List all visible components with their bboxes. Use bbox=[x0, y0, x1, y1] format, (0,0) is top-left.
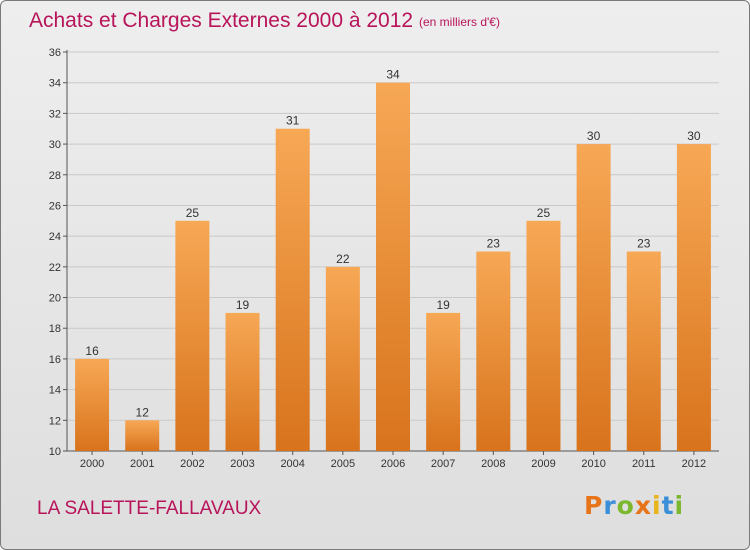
y-tick-label: 14 bbox=[49, 385, 61, 397]
y-tick-label: 32 bbox=[49, 108, 61, 120]
data-label-2010: 30 bbox=[587, 129, 601, 143]
data-label-2005: 22 bbox=[336, 252, 350, 266]
x-tick-label-2004: 2004 bbox=[280, 458, 304, 470]
bar-2006 bbox=[376, 82, 410, 451]
logo-letter: i bbox=[652, 491, 662, 520]
bars bbox=[75, 82, 711, 452]
y-tick-label: 12 bbox=[49, 415, 61, 427]
bar-2001 bbox=[125, 420, 160, 451]
logo-letter: P bbox=[584, 491, 604, 520]
bar-2000 bbox=[75, 358, 110, 451]
x-tick-label-2008: 2008 bbox=[481, 458, 505, 470]
y-tick-label: 30 bbox=[49, 139, 61, 151]
proxiti-logo[interactable]: Proxiti bbox=[584, 491, 684, 520]
x-tick-label-2005: 2005 bbox=[331, 458, 355, 470]
data-label-2004: 31 bbox=[286, 114, 300, 128]
x-tick-label-2003: 2003 bbox=[230, 458, 254, 470]
bar-2012 bbox=[676, 144, 711, 452]
x-tick-label-2011: 2011 bbox=[632, 458, 656, 470]
bar-2010 bbox=[576, 144, 611, 452]
x-tick-label-2001: 2001 bbox=[130, 458, 154, 470]
bar-2008 bbox=[476, 251, 511, 451]
data-label-2006: 34 bbox=[386, 68, 400, 82]
logo-letter: i bbox=[674, 491, 685, 520]
data-label-2012: 30 bbox=[687, 129, 701, 143]
bar-2002 bbox=[175, 220, 210, 451]
chart-title: Achats et Charges Externes 2000 à 2012 bbox=[29, 9, 414, 32]
bar-2007 bbox=[426, 312, 461, 451]
y-tick-label: 22 bbox=[49, 262, 61, 274]
y-tick-label: 36 bbox=[49, 47, 61, 59]
y-tick-label: 20 bbox=[49, 293, 61, 305]
labels: 10 12 14 16 18 20 22 24 26 28 30 32 34 36 16 2000 12 2001… bbox=[49, 47, 706, 470]
data-label-2001: 12 bbox=[136, 405, 150, 419]
x-tick-label-2007: 2007 bbox=[431, 458, 455, 470]
bar-2009 bbox=[526, 220, 561, 451]
bar-2011 bbox=[626, 251, 661, 451]
x-tick-label-2006: 2006 bbox=[381, 458, 405, 470]
logo-letter: r bbox=[603, 491, 617, 520]
x-tick-label-2002: 2002 bbox=[180, 458, 204, 470]
y-tick-label: 26 bbox=[49, 200, 61, 212]
bar-2003 bbox=[225, 312, 260, 451]
logo-letter: x bbox=[634, 491, 652, 520]
x-tick-label-2010: 2010 bbox=[581, 458, 605, 470]
x-tick-label-2012: 2012 bbox=[682, 458, 706, 470]
y-tick-label: 18 bbox=[49, 323, 61, 335]
logo-letter: t bbox=[661, 491, 675, 520]
data-label-2011: 23 bbox=[637, 237, 651, 251]
data-label-2003: 19 bbox=[236, 298, 250, 312]
bar-2005 bbox=[325, 266, 360, 451]
data-label-2008: 23 bbox=[487, 237, 501, 251]
y-tick-label: 28 bbox=[49, 170, 61, 182]
data-label-2007: 19 bbox=[436, 298, 450, 312]
y-tick-label: 16 bbox=[49, 354, 61, 366]
x-tick-label-2000: 2000 bbox=[80, 458, 104, 470]
data-label-2009: 25 bbox=[537, 206, 551, 220]
y-tick-label: 24 bbox=[49, 231, 61, 243]
chart-subtitle: (en milliers d'€) bbox=[419, 15, 500, 29]
y-tick-label: 34 bbox=[49, 78, 61, 90]
x-tick-label-2009: 2009 bbox=[531, 458, 555, 470]
commune-name: LA SALETTE-FALLAVAUX bbox=[37, 498, 262, 519]
data-label-2000: 16 bbox=[85, 344, 99, 358]
bar-2004 bbox=[275, 128, 310, 451]
logo-letter: o bbox=[616, 491, 635, 520]
y-tick-label: 10 bbox=[49, 446, 61, 458]
data-label-2002: 25 bbox=[186, 206, 200, 220]
